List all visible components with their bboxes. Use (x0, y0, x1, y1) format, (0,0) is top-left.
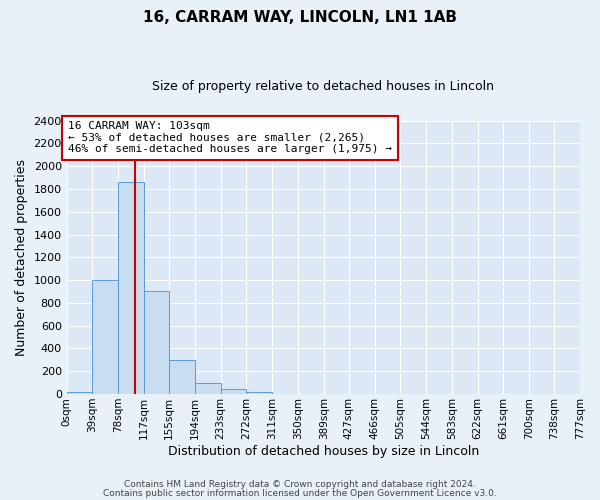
Bar (247, 392, 272, 394)
Text: Contains HM Land Registry data © Crown copyright and database right 2024.: Contains HM Land Registry data © Crown c… (124, 480, 476, 489)
Bar (92, 280, 118, 394)
Bar (221, 389, 247, 394)
Bar (195, 382, 221, 394)
Title: Size of property relative to detached houses in Lincoln: Size of property relative to detached ho… (152, 80, 494, 93)
Bar (67, 392, 92, 394)
Bar (144, 291, 169, 394)
Bar (169, 360, 195, 394)
Bar (118, 182, 144, 394)
X-axis label: Distribution of detached houses by size in Lincoln: Distribution of detached houses by size … (168, 444, 479, 458)
Y-axis label: Number of detached properties: Number of detached properties (15, 159, 28, 356)
Text: Contains public sector information licensed under the Open Government Licence v3: Contains public sector information licen… (103, 488, 497, 498)
Text: 16 CARRAM WAY: 103sqm
← 53% of detached houses are smaller (2,265)
46% of semi-d: 16 CARRAM WAY: 103sqm ← 53% of detached … (68, 121, 392, 154)
Text: 16, CARRAM WAY, LINCOLN, LN1 1AB: 16, CARRAM WAY, LINCOLN, LN1 1AB (143, 10, 457, 25)
